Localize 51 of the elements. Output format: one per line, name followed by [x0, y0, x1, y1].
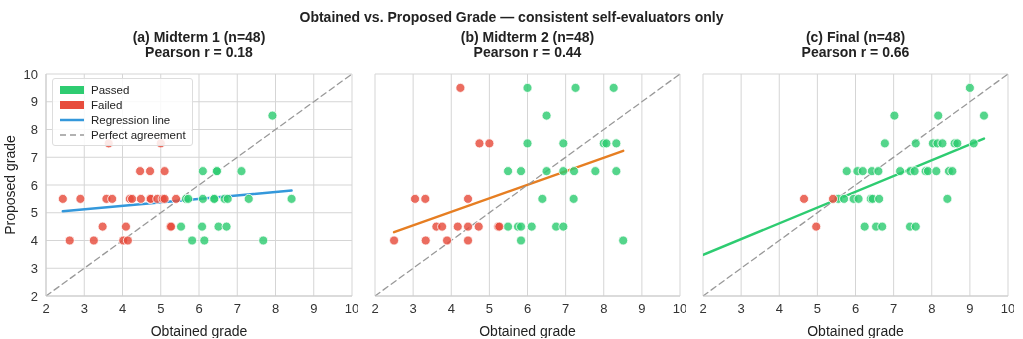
legend-label: Regression line [91, 113, 171, 126]
x-tick-label: 4 [775, 301, 783, 317]
y-tick-label: 8 [30, 122, 38, 138]
x-tick-label: 9 [638, 301, 646, 317]
x-tick-label: 9 [966, 301, 974, 317]
chart-title: (b) Midterm 2 (n=48) [459, 29, 596, 45]
y-tick-label: 7 [30, 149, 38, 165]
x-tick-label: 2 [371, 301, 379, 317]
x-tick-label: 9 [310, 301, 318, 317]
legend-label: Failed [91, 98, 123, 111]
text: Obtained vs. Proposed Grade — consistent self-evaluators only [298, 9, 725, 25]
x-tick-label: 3 [80, 301, 88, 317]
y-tick-label: 3 [30, 260, 38, 276]
y-axis-title: Proposed grade [1, 134, 18, 235]
x-tick-label: 6 [851, 301, 860, 317]
x-tick-label: 7 [233, 301, 241, 317]
x-tick-label: 4 [447, 301, 455, 317]
chart-subtitle: Pearson r = 0.66 [800, 44, 911, 60]
x-tick-label: 8 [600, 301, 608, 317]
y-tick-label: 2 [30, 288, 38, 304]
x-tick-label: 6 [523, 301, 532, 317]
x-tick-label: 3 [409, 301, 417, 317]
x-tick-label: 2 [42, 301, 50, 317]
x-tick-label: 2 [699, 301, 707, 317]
x-tick-label: 10 [1000, 301, 1016, 317]
y-tick-label: 10 [23, 66, 38, 82]
x-tick-label: 7 [890, 301, 898, 317]
x-tick-label: 8 [271, 301, 280, 317]
y-tick-label: 5 [30, 205, 38, 221]
x-tick-label: 5 [813, 301, 821, 317]
x-tick-label: 6 [195, 301, 203, 317]
chart-subtitle: Pearson r = 0.18 [145, 44, 253, 60]
x-tick-label: 10 [344, 301, 360, 317]
x-axis-title: Obtained grade [807, 323, 904, 339]
x-tick-label: 10 [672, 301, 688, 317]
x-tick-label: 4 [118, 301, 127, 317]
x-tick-label: 7 [562, 301, 570, 317]
chart-title: (a) Midterm 1 (n=48) [131, 29, 267, 45]
y-tick-label: 9 [30, 94, 38, 110]
x-tick-label: 5 [485, 301, 493, 317]
chart-subtitle: Pearson r = 0.44 [473, 44, 582, 60]
legend-label: Passed [91, 83, 130, 96]
x-tick-label: 5 [157, 301, 165, 317]
x-tick-label: 8 [928, 301, 936, 317]
y-tick-label: 4 [30, 233, 38, 249]
legend-label: Perfect agreement [91, 128, 186, 141]
chart-title: (c) Final (n=48) [804, 29, 907, 45]
y-tick-label: 6 [30, 177, 38, 193]
x-axis-title: Obtained grade [150, 323, 248, 339]
x-axis-title: Obtained grade [479, 323, 576, 339]
x-tick-label: 3 [737, 301, 745, 317]
